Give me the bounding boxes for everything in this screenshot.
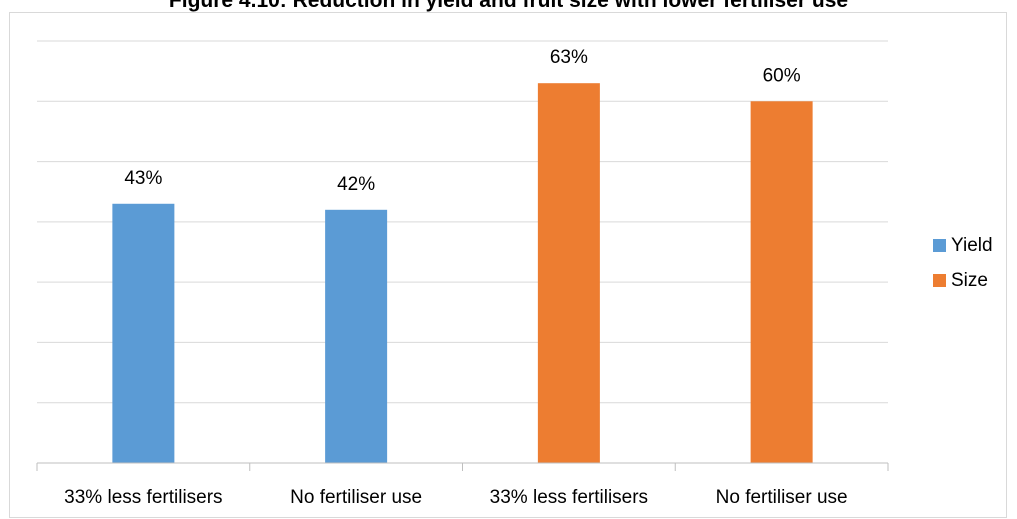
category-label: No fertiliser use <box>290 487 422 508</box>
legend[interactable]: Yield Size <box>933 235 993 291</box>
chart-border <box>9 12 1007 518</box>
chart-title: Figure 4.10: Reduction in yield and frui… <box>168 0 849 12</box>
data-labels: 43% 42% 63% 60% <box>124 47 800 195</box>
legend-swatch-yield <box>933 239 946 252</box>
legend-label-size: Size <box>951 270 988 291</box>
data-label: 63% <box>550 47 588 68</box>
data-label: 42% <box>337 174 375 195</box>
bar-size <box>750 101 813 464</box>
legend-swatch-size <box>933 274 946 287</box>
bar-size <box>537 83 600 463</box>
data-label: 43% <box>124 168 162 189</box>
category-labels: 33% less fertilisers No fertiliser use 33%… <box>64 487 847 508</box>
category-label: 33% less fertilisers <box>64 487 222 508</box>
category-label: No fertiliser use <box>716 487 848 508</box>
gridlines <box>37 40 888 404</box>
x-axis <box>36 462 889 471</box>
bar-yield <box>325 209 388 463</box>
bars <box>112 83 813 464</box>
legend-label-yield: Yield <box>951 235 993 256</box>
bar-yield <box>112 203 175 463</box>
data-label: 60% <box>763 65 801 86</box>
category-label: 33% less fertilisers <box>490 487 648 508</box>
